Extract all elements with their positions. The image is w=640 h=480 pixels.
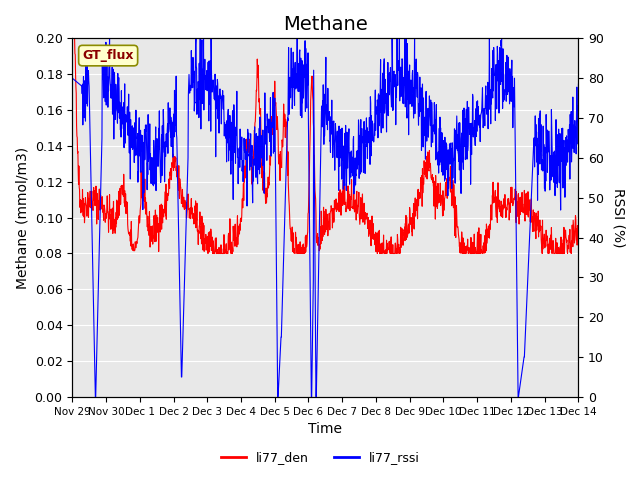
Title: Methane: Methane [283,15,368,34]
li77_den [312,210,320,216]
li77_rssi [575,81,582,87]
li77_den [519,201,527,207]
li77_den [568,222,576,228]
li77_rssi [148,162,156,168]
li77_den [204,251,212,256]
li77_den [303,244,310,250]
X-axis label: Time: Time [308,422,342,436]
Line: li77_den: li77_den [72,38,579,253]
li77_den [445,165,452,171]
li77_rssi [312,394,320,400]
li77_den [148,239,156,244]
li77_rssi [68,75,76,81]
li77_rssi [303,105,310,111]
li77_den [68,36,76,41]
li77_rssi [106,36,113,41]
li77_rssi [519,361,527,367]
li77_rssi [569,145,577,151]
li77_rssi [445,152,452,158]
Line: li77_rssi: li77_rssi [72,38,579,397]
Text: GT_flux: GT_flux [83,49,134,62]
li77_den [575,238,582,244]
Y-axis label: Methane (mmol/m3): Methane (mmol/m3) [15,146,29,288]
li77_rssi [92,394,99,400]
Y-axis label: RSSI (%): RSSI (%) [611,188,625,247]
Legend: li77_den, li77_rssi: li77_den, li77_rssi [216,446,424,469]
